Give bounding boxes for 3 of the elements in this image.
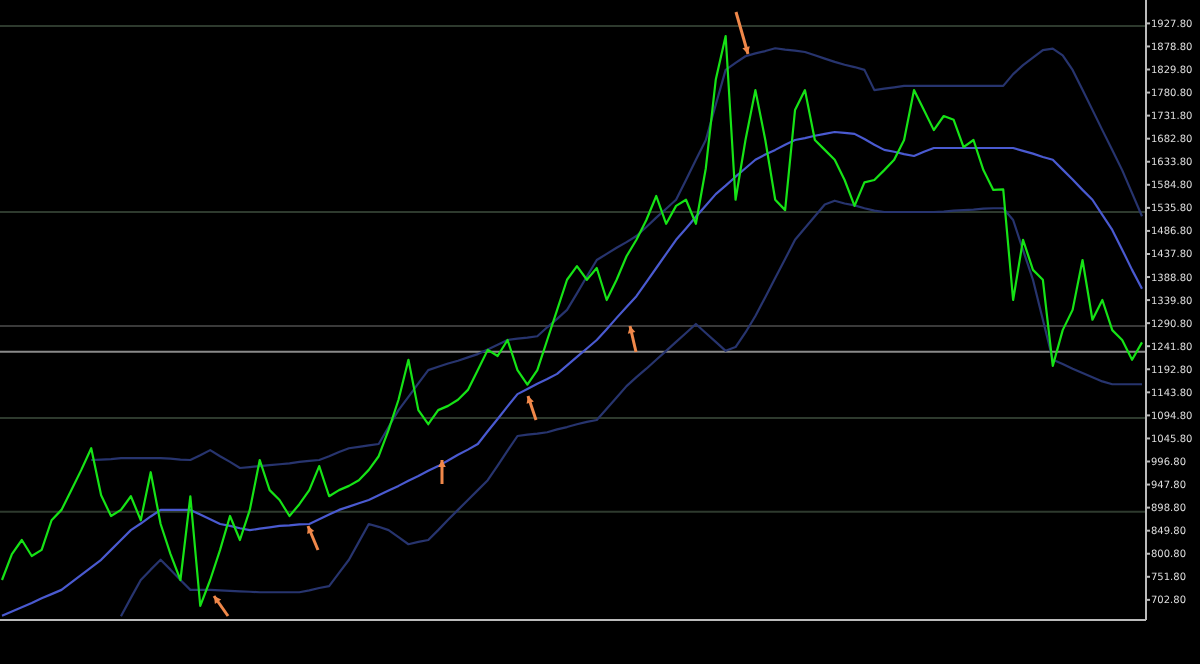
- line-series: [119, 199, 1144, 618]
- line-series: [90, 47, 1144, 470]
- line-series: [0, 34, 1144, 607]
